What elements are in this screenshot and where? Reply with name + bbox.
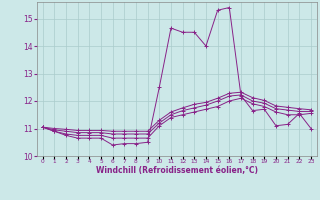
X-axis label: Windchill (Refroidissement éolien,°C): Windchill (Refroidissement éolien,°C) [96,166,258,175]
